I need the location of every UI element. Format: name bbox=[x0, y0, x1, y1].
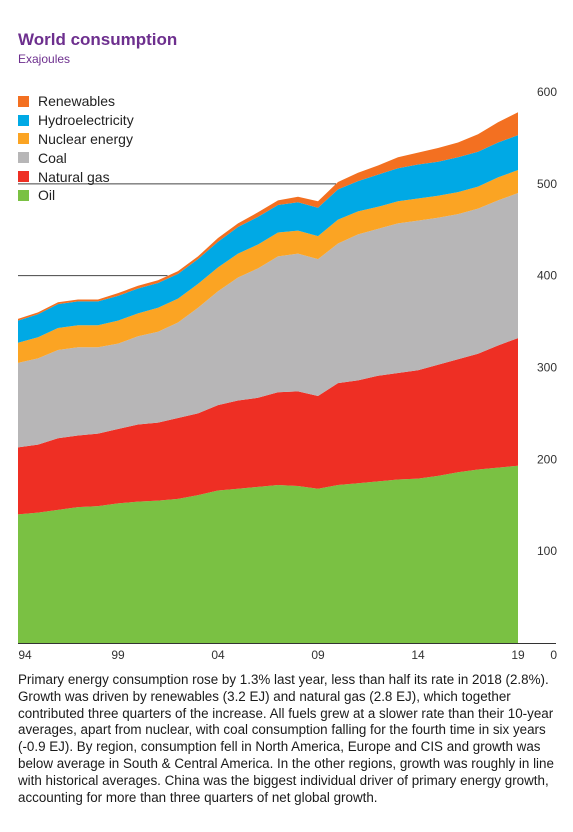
legend-swatch-oil bbox=[18, 189, 29, 201]
legend-swatch-renewables bbox=[18, 95, 29, 107]
x-tick-label-09: 09 bbox=[311, 648, 325, 662]
y-tick-label-500: 500 bbox=[537, 177, 557, 191]
area-natural-gas bbox=[18, 338, 518, 515]
legend-label-nuclear-energy: Nuclear energy bbox=[38, 130, 133, 147]
area-nuclear-energy bbox=[18, 170, 518, 363]
y-tick-label-100: 100 bbox=[537, 544, 557, 558]
x-tick-label-19: 19 bbox=[511, 648, 525, 662]
chart-subtitle: Exajoules bbox=[18, 52, 71, 66]
legend-label-oil: Oil bbox=[38, 187, 56, 204]
x-tick-label-04: 04 bbox=[211, 648, 225, 662]
chart-title: World consumption bbox=[18, 30, 178, 49]
legend-swatch-coal bbox=[18, 152, 29, 164]
gridline-layer bbox=[18, 183, 336, 277]
legend-label-natural-gas: Natural gas bbox=[38, 168, 110, 185]
y-tick-label-200: 200 bbox=[537, 452, 557, 466]
legend-item-nuclear-energy: Nuclear energy bbox=[18, 130, 134, 149]
legend-label-hydroelectricity: Hydroelectricity bbox=[38, 112, 134, 129]
area-oil bbox=[18, 465, 518, 643]
legend-label-renewables: Renewables bbox=[38, 93, 116, 110]
legend-swatch-natural-gas bbox=[18, 171, 29, 183]
legend-item-coal: Coal bbox=[18, 148, 134, 167]
x-tick-label-99: 99 bbox=[111, 648, 125, 662]
legend-swatch-nuclear-energy bbox=[18, 133, 29, 145]
legend-label-coal: Coal bbox=[38, 149, 67, 166]
axis-layer: 0 100 200 300 400 500 600 94 99 04 09 14 19 bbox=[18, 85, 557, 662]
area-layer bbox=[18, 112, 518, 643]
legend-item-renewables: Renewables bbox=[18, 92, 134, 111]
x-tick-label-14: 14 bbox=[411, 648, 425, 662]
legend-item-hydroelectricity: Hydroelectricity bbox=[18, 111, 134, 130]
area-hydroelectricity bbox=[18, 135, 518, 343]
legend-item-natural-gas: Natural gas bbox=[18, 167, 134, 186]
y-tick-label-300: 300 bbox=[537, 361, 557, 375]
x-tick-label-94: 94 bbox=[18, 648, 32, 662]
chart-caption: Primary energy consumption rose by 1.3% … bbox=[18, 672, 554, 805]
legend-swatch-hydroelectricity bbox=[18, 114, 29, 126]
area-coal bbox=[18, 193, 518, 448]
y-tick-label-600: 600 bbox=[537, 85, 557, 99]
legend-item-oil: Oil bbox=[18, 186, 134, 205]
y-tick-label-0: 0 bbox=[550, 648, 557, 662]
legend: Renewables Hydroelectricity Nuclear energy… bbox=[18, 92, 134, 205]
y-tick-label-400: 400 bbox=[537, 269, 557, 283]
energy-area-chart: 0 100 200 300 400 500 600 94 99 04 09 14 19 bbox=[18, 85, 557, 662]
area-renewables bbox=[18, 112, 518, 321]
